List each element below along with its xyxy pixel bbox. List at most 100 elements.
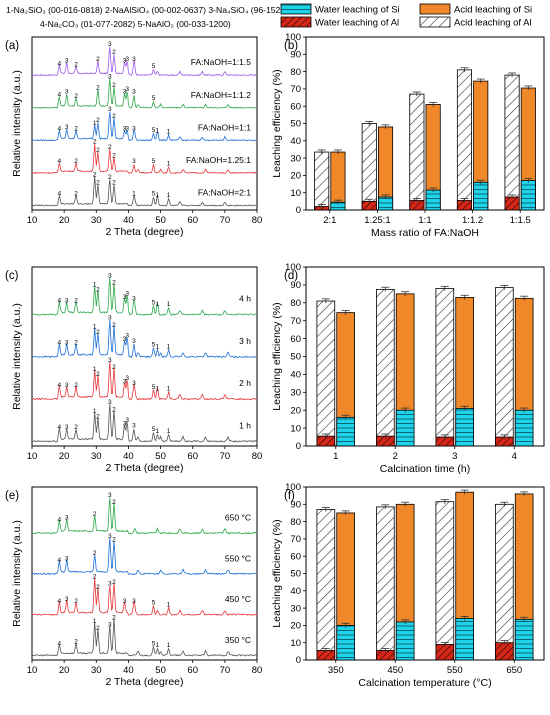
panel-b-ytick-label: 80: [290, 67, 301, 78]
panel-a-xtick-label: 10: [27, 215, 38, 226]
panel-d-ytick-label: 10: [290, 423, 301, 434]
panel-e-trace: [31, 537, 258, 576]
panel-b-label: (b): [284, 40, 298, 52]
panel-a-peak-label: 2: [74, 62, 78, 69]
panel-c-trace: [31, 361, 258, 401]
panel-c-peak-label: 3: [123, 336, 127, 343]
panel-a-peak-label: 5: [152, 158, 156, 165]
panel-e-frame: [31, 486, 258, 661]
panel-a-peak-label: 5: [152, 191, 156, 198]
panel-a-peak-label: 4: [58, 60, 62, 67]
panel-d-ytick-label: 90: [290, 280, 301, 291]
panel-a-peak-label: 2: [96, 117, 100, 124]
panel-f-bar-water-si: [455, 618, 475, 661]
legend-label-acid-si: Acid leaching of Si: [454, 5, 532, 16]
panel-a-trace: [32, 143, 258, 175]
panel-d-ytick-label: 20: [290, 405, 301, 416]
panel-a-peak-label: 3: [123, 89, 127, 96]
panel-d-xlabel: Calcination time (h): [380, 463, 470, 475]
panel-b-bar-water-si: [520, 180, 536, 211]
panel-e-peak-label: 2: [112, 499, 116, 506]
panel-a-ylabel: Relative intensity (a.u.): [11, 70, 23, 177]
panel-c-peak-label: 2: [74, 382, 78, 389]
panel-f-bar-acid-al: [435, 501, 455, 661]
panel-c-peak-label: 1: [156, 386, 160, 393]
panel-a-xrd: 10 20 30 40 50 60 70 80 2 Theta (degree) Relative…: [5, 36, 262, 238]
panel-a-peak-label: 1: [93, 120, 97, 127]
panel-f-bar-water-si: [395, 621, 415, 661]
panel-f-ytick-label: 30: [290, 603, 301, 614]
panel-c-peak-label: 3: [65, 340, 69, 347]
panel-e-xtick-label: 60: [187, 665, 198, 676]
panel-c-xtick-label: 50: [155, 451, 166, 462]
panel-a-label: (a): [5, 40, 19, 52]
panel-e-peak-label: 2: [112, 614, 116, 621]
bar-legend: Water leaching of Si Water leaching of A…: [280, 3, 532, 29]
panel-e-peak-label: 2: [74, 639, 78, 646]
panel-f-ytick-label: 0: [296, 655, 301, 666]
panel-d-ylabel: Leaching efficiency (%): [271, 302, 283, 410]
panel-d-bar-water-si: [514, 409, 534, 447]
panel-c-peak-label: 1: [93, 324, 97, 331]
panel-c-peak-label: 3: [132, 422, 136, 429]
panel-f-ylabel: Leaching efficiency (%): [271, 519, 283, 627]
panel-c-peak-label: 3: [123, 378, 127, 385]
legend-label-water-si: Water leaching of Si: [315, 5, 400, 16]
panel-a-peak-label: 2: [93, 171, 97, 178]
panel-c-peak-label: 3: [125, 417, 129, 424]
panel-d-bar-acid-al: [435, 288, 455, 447]
panel-e-peak-label: 2: [112, 536, 116, 543]
panel-e-xtick-label: 80: [252, 665, 263, 676]
panel-e-label: (e): [5, 490, 19, 502]
panel-e-peak-label: 2: [93, 511, 97, 518]
panel-b-xtick-label: 1:1.5: [510, 215, 531, 226]
panel-e-peak-label: 3: [123, 598, 127, 605]
panel-c-peak-label: 2: [112, 280, 116, 287]
panel-b-bar-acid-al: [456, 69, 473, 211]
panel-a-series-label: FA:NaOH=1:1: [198, 122, 251, 132]
panel-c-peak-label: 2: [96, 371, 100, 378]
panel-c-xtick-label: 60: [187, 451, 198, 462]
panel-c-peak-label: 3: [108, 357, 112, 364]
panel-c-xrd: 10 20 30 40 50 60 70 80 2 Theta (degree) Relative…: [5, 266, 263, 474]
panel-c-series-label: 2 h: [239, 378, 251, 388]
panel-d-ytick-label: 80: [290, 298, 301, 309]
panel-c-peak-label: 2: [96, 329, 100, 336]
panel-a-peak-label: 2: [96, 56, 100, 63]
panel-c-peak-label: 1: [156, 301, 160, 308]
panel-e-xlabel: 2 Theta (degree): [105, 676, 183, 688]
panel-a-peak-label: 2: [74, 125, 78, 132]
panel-e-peak-label: 4: [58, 598, 62, 605]
panel-d-ytick-label: 70: [290, 316, 301, 327]
panel-a-peak-label: 3: [125, 125, 129, 132]
panel-b-ytick-label: 70: [290, 84, 301, 95]
panel-c-peak-label: 4: [58, 424, 62, 431]
panel-a-xtick-label: 40: [123, 215, 134, 226]
panel-c-series-label: 1 h: [239, 420, 251, 430]
panel-d-ytick-label: 100: [285, 262, 301, 273]
panel-e-peak-label: 1: [93, 618, 97, 625]
panel-b-bar: 0 10 20 30 40 50 60 70 80 90 100 Leaching efficienc…: [271, 32, 545, 239]
panel-e-peak-label: 3: [108, 581, 112, 588]
panel-e-trace: [31, 618, 258, 657]
panel-b-bar-acid-al: [409, 93, 425, 211]
panel-c-peak-label: 2: [74, 340, 78, 347]
panel-b-ytick-label: 40: [290, 136, 301, 147]
panel-a-peak-label: 4: [58, 125, 62, 132]
panel-a-peak-label: 2: [74, 93, 78, 100]
panel-e-xtick-label: 70: [220, 665, 231, 676]
panel-c-peak-label: 3: [65, 382, 69, 389]
panel-b-bar-acid-al: [361, 123, 377, 211]
panel-c-peak-label: 3: [65, 424, 69, 431]
panel-a-peak-label: 1: [167, 192, 171, 199]
panel-f-xtick-label: 350: [328, 665, 344, 676]
panel-c-peak-label: 1: [156, 428, 160, 435]
panel-e-series-label: 450 °C: [225, 594, 251, 604]
panel-c-peak-label: 1: [167, 428, 171, 435]
panel-d-xtick-label: 2: [393, 451, 398, 462]
panel-a-xtick-label: 60: [187, 215, 198, 226]
panel-b-ytick-label: 60: [290, 101, 301, 112]
panel-a-peak-label: 4: [58, 191, 62, 198]
panel-c-xtick-label: 80: [252, 451, 263, 462]
panel-c-peak-label: 5: [152, 342, 156, 349]
